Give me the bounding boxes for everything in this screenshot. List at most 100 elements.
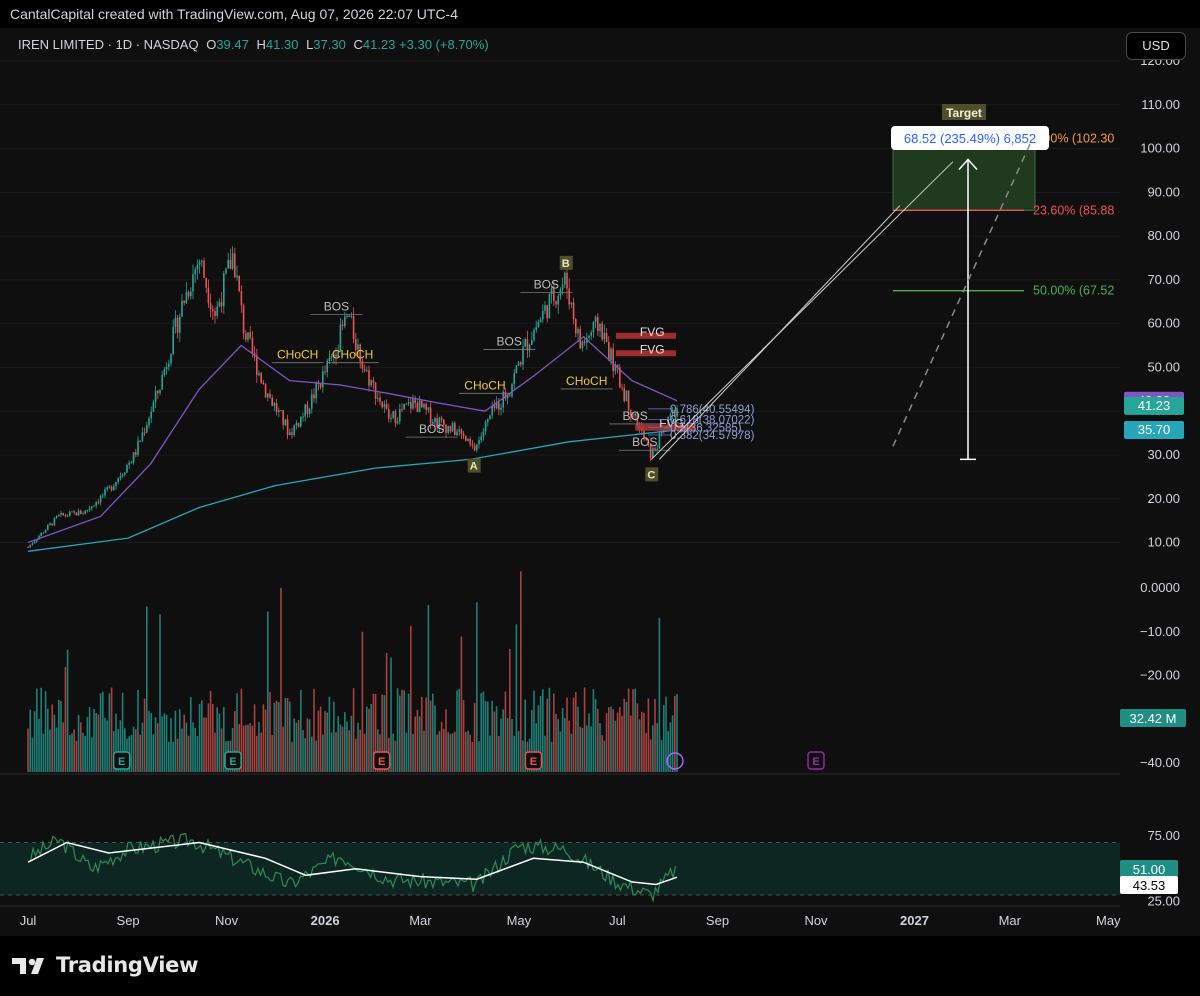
volume-bar [236,693,238,772]
candle-body [44,530,47,533]
candle-body [58,514,60,517]
candle-body [163,369,166,375]
volume-bar [471,741,474,772]
ema-slow-line [27,429,678,552]
candle-body [218,302,221,307]
volume-bar [280,587,282,772]
candle-body [616,364,619,368]
volume-bar [581,727,584,772]
time-axis-label: Mar [999,913,1022,928]
candle-body [460,429,463,434]
candle-body [154,390,157,403]
candle-body [577,328,579,334]
candle-body [159,389,161,394]
volume-bar [660,740,663,772]
volume-bar [548,687,551,772]
candle-body [172,326,174,354]
candle-body [583,341,586,343]
volume-bar [205,717,207,772]
volume-bar [47,708,49,772]
volume-bar [363,733,366,772]
volume-bar [317,710,320,772]
projection-line [650,161,954,460]
volume-bar [654,698,656,772]
candle-body [311,394,313,409]
candle-body [553,287,555,301]
candle-body [487,418,489,422]
volume-bar [183,714,185,772]
candle-body [247,332,249,340]
candle-body [634,413,636,416]
candle-body [531,340,533,345]
time-axis-label: Jul [609,913,626,928]
candle-body [603,333,606,340]
volume-bar [579,726,581,772]
volume-bar [482,691,485,772]
candle-body [212,309,214,312]
volume-bar [190,697,192,772]
choch-label: CHoCH [277,348,318,362]
volume-bar [212,704,214,772]
price-tag-label: 41.23 [1138,398,1171,413]
volume-bar [487,701,489,772]
volume-bar [330,732,333,772]
volume-bar [165,714,168,772]
volume-bar [366,706,368,772]
candle-body [271,397,273,406]
lightning-icon [666,752,684,770]
volume-bar [403,690,405,772]
candle-body [544,305,546,311]
volume-bar [603,740,606,772]
chart-canvas[interactable]: 120.00110.00100.0090.0080.0070.0060.0050… [0,0,1200,936]
candle-body [504,391,507,399]
forecast-dashed-line [892,143,1031,447]
currency-button[interactable]: USD [1126,32,1186,60]
candle-body [207,287,210,304]
candle-body [214,311,216,316]
candle-body [590,332,592,336]
tradingview-logo[interactable]: TradingView [12,953,198,977]
price-axis-label: 20.00 [1147,491,1180,506]
candle-body [557,296,559,305]
volume-bar [546,698,548,772]
volume-bar [500,718,502,772]
candle-body [610,348,612,361]
candle-body [223,273,225,307]
candle-body [388,408,390,419]
candle-body [443,419,445,425]
rsi-tag-label: 51.00 [1133,862,1166,877]
fib-level-label: 0.5(36.32585) [670,422,742,434]
volume-bar [240,688,243,772]
candle-body [502,391,504,408]
bos-label: BOS [632,435,657,449]
volume-bar [429,700,432,772]
candle-body [625,390,628,402]
volume-bar [247,724,249,772]
time-axis-label: May [1096,913,1121,928]
candle-body [170,353,172,364]
candle-body [482,431,485,437]
volume-bar [568,720,570,772]
volume-bar [610,706,612,772]
volume-bar [139,734,141,772]
candle-body [339,324,342,352]
candle-body [194,269,196,275]
candle-body [352,316,355,340]
volume-bar [601,735,603,772]
candle-body [385,404,388,409]
volume-bar [51,704,53,772]
candle-body [667,416,669,428]
volume-bar [649,739,652,772]
candle-body [366,370,368,372]
volume-bar [460,636,463,772]
symbol-legend[interactable]: IREN LIMITED · 1D · NASDAQ O39.47 H41.30… [18,37,489,52]
volume-bar [161,716,163,772]
candle-body [306,404,309,415]
candle-body [124,472,126,475]
candle-body [121,474,124,477]
candle-body [535,327,537,330]
candle-body [476,444,478,451]
candle-body [262,382,265,385]
volume-bar [27,728,29,772]
wave-point-label: C [647,469,655,481]
